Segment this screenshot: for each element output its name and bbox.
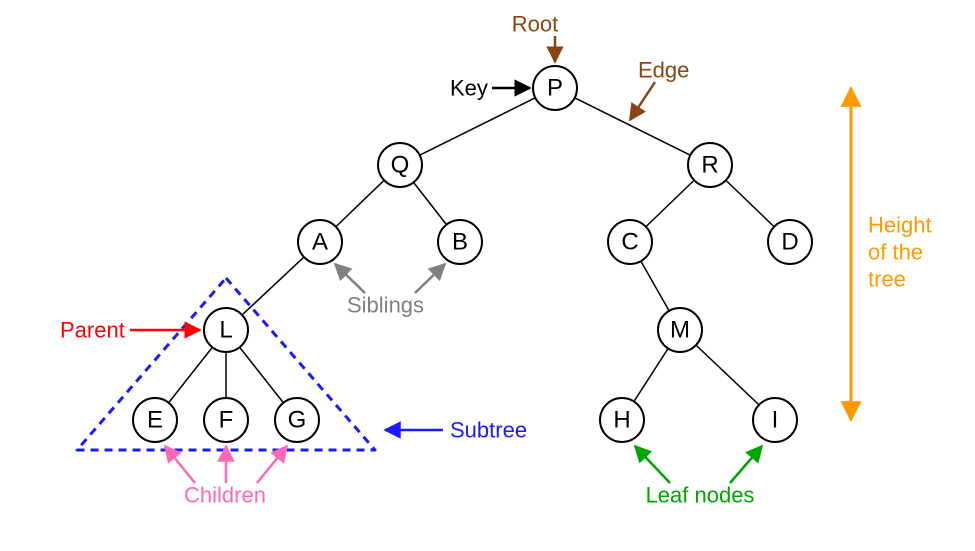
arrow-children-2 [257,446,287,483]
node-label-M: M [670,317,690,344]
node-label-P: P [547,75,563,102]
edge-R-C [646,180,694,226]
node-E: E [133,398,177,442]
edge-P-Q [420,98,536,155]
node-A: A [298,220,342,264]
node-R: R [688,143,732,187]
node-G: G [275,398,319,442]
node-label-I: I [772,407,779,434]
node-B: B [438,220,482,264]
node-L: L [204,308,248,352]
node-D: D [768,220,812,264]
node-Q: Q [378,143,422,187]
node-label-C: C [621,229,638,256]
edge-L-E [169,347,213,402]
edge-Q-A [336,180,384,226]
node-F: F [204,398,248,442]
node-H: H [600,398,644,442]
node-I: I [753,398,797,442]
node-label-B: B [452,229,468,256]
node-label-H: H [613,407,630,434]
label-leaf: Leaf nodes [646,483,755,508]
node-P: P [533,66,577,110]
edge-L-G [240,347,284,402]
arrow-leaf-1 [730,446,762,483]
arrow-siblings-1 [415,264,445,293]
label-edge: Edge [638,58,689,83]
edge-R-D [726,180,774,226]
edge-Q-B [414,182,447,224]
label-root: Root [512,12,558,37]
node-label-D: D [781,229,798,256]
label-height3: tree [868,267,906,292]
label-siblings: Siblings [347,293,424,318]
arrow-edge-0 [630,82,655,120]
tree-diagram: P Q R A B C D L M E F G H I Root Key Edge Siblings Parent… [0,0,975,551]
arrow-siblings-0 [335,264,365,293]
node-label-E: E [147,407,163,434]
edge-P-R [575,98,691,155]
label-subtree: Subtree [450,418,527,443]
node-label-L: L [219,317,232,344]
arrow-leaf-0 [635,446,670,483]
node-C: C [608,220,652,264]
label-children: Children [184,483,266,508]
label-height1: Height [868,213,932,238]
node-label-R: R [701,152,718,179]
label-key: Key [450,76,488,101]
edge-M-H [634,348,668,401]
label-height2: of the [868,240,923,265]
arrow-children-0 [165,446,195,483]
edge-M-I [696,345,759,405]
node-label-Q: Q [391,152,410,179]
edge-C-M [641,261,669,311]
edge-A-L [242,257,304,315]
node-label-A: A [312,229,328,256]
label-parent: Parent [60,318,125,343]
node-M: M [658,308,702,352]
node-label-F: F [219,407,234,434]
node-label-G: G [288,407,307,434]
